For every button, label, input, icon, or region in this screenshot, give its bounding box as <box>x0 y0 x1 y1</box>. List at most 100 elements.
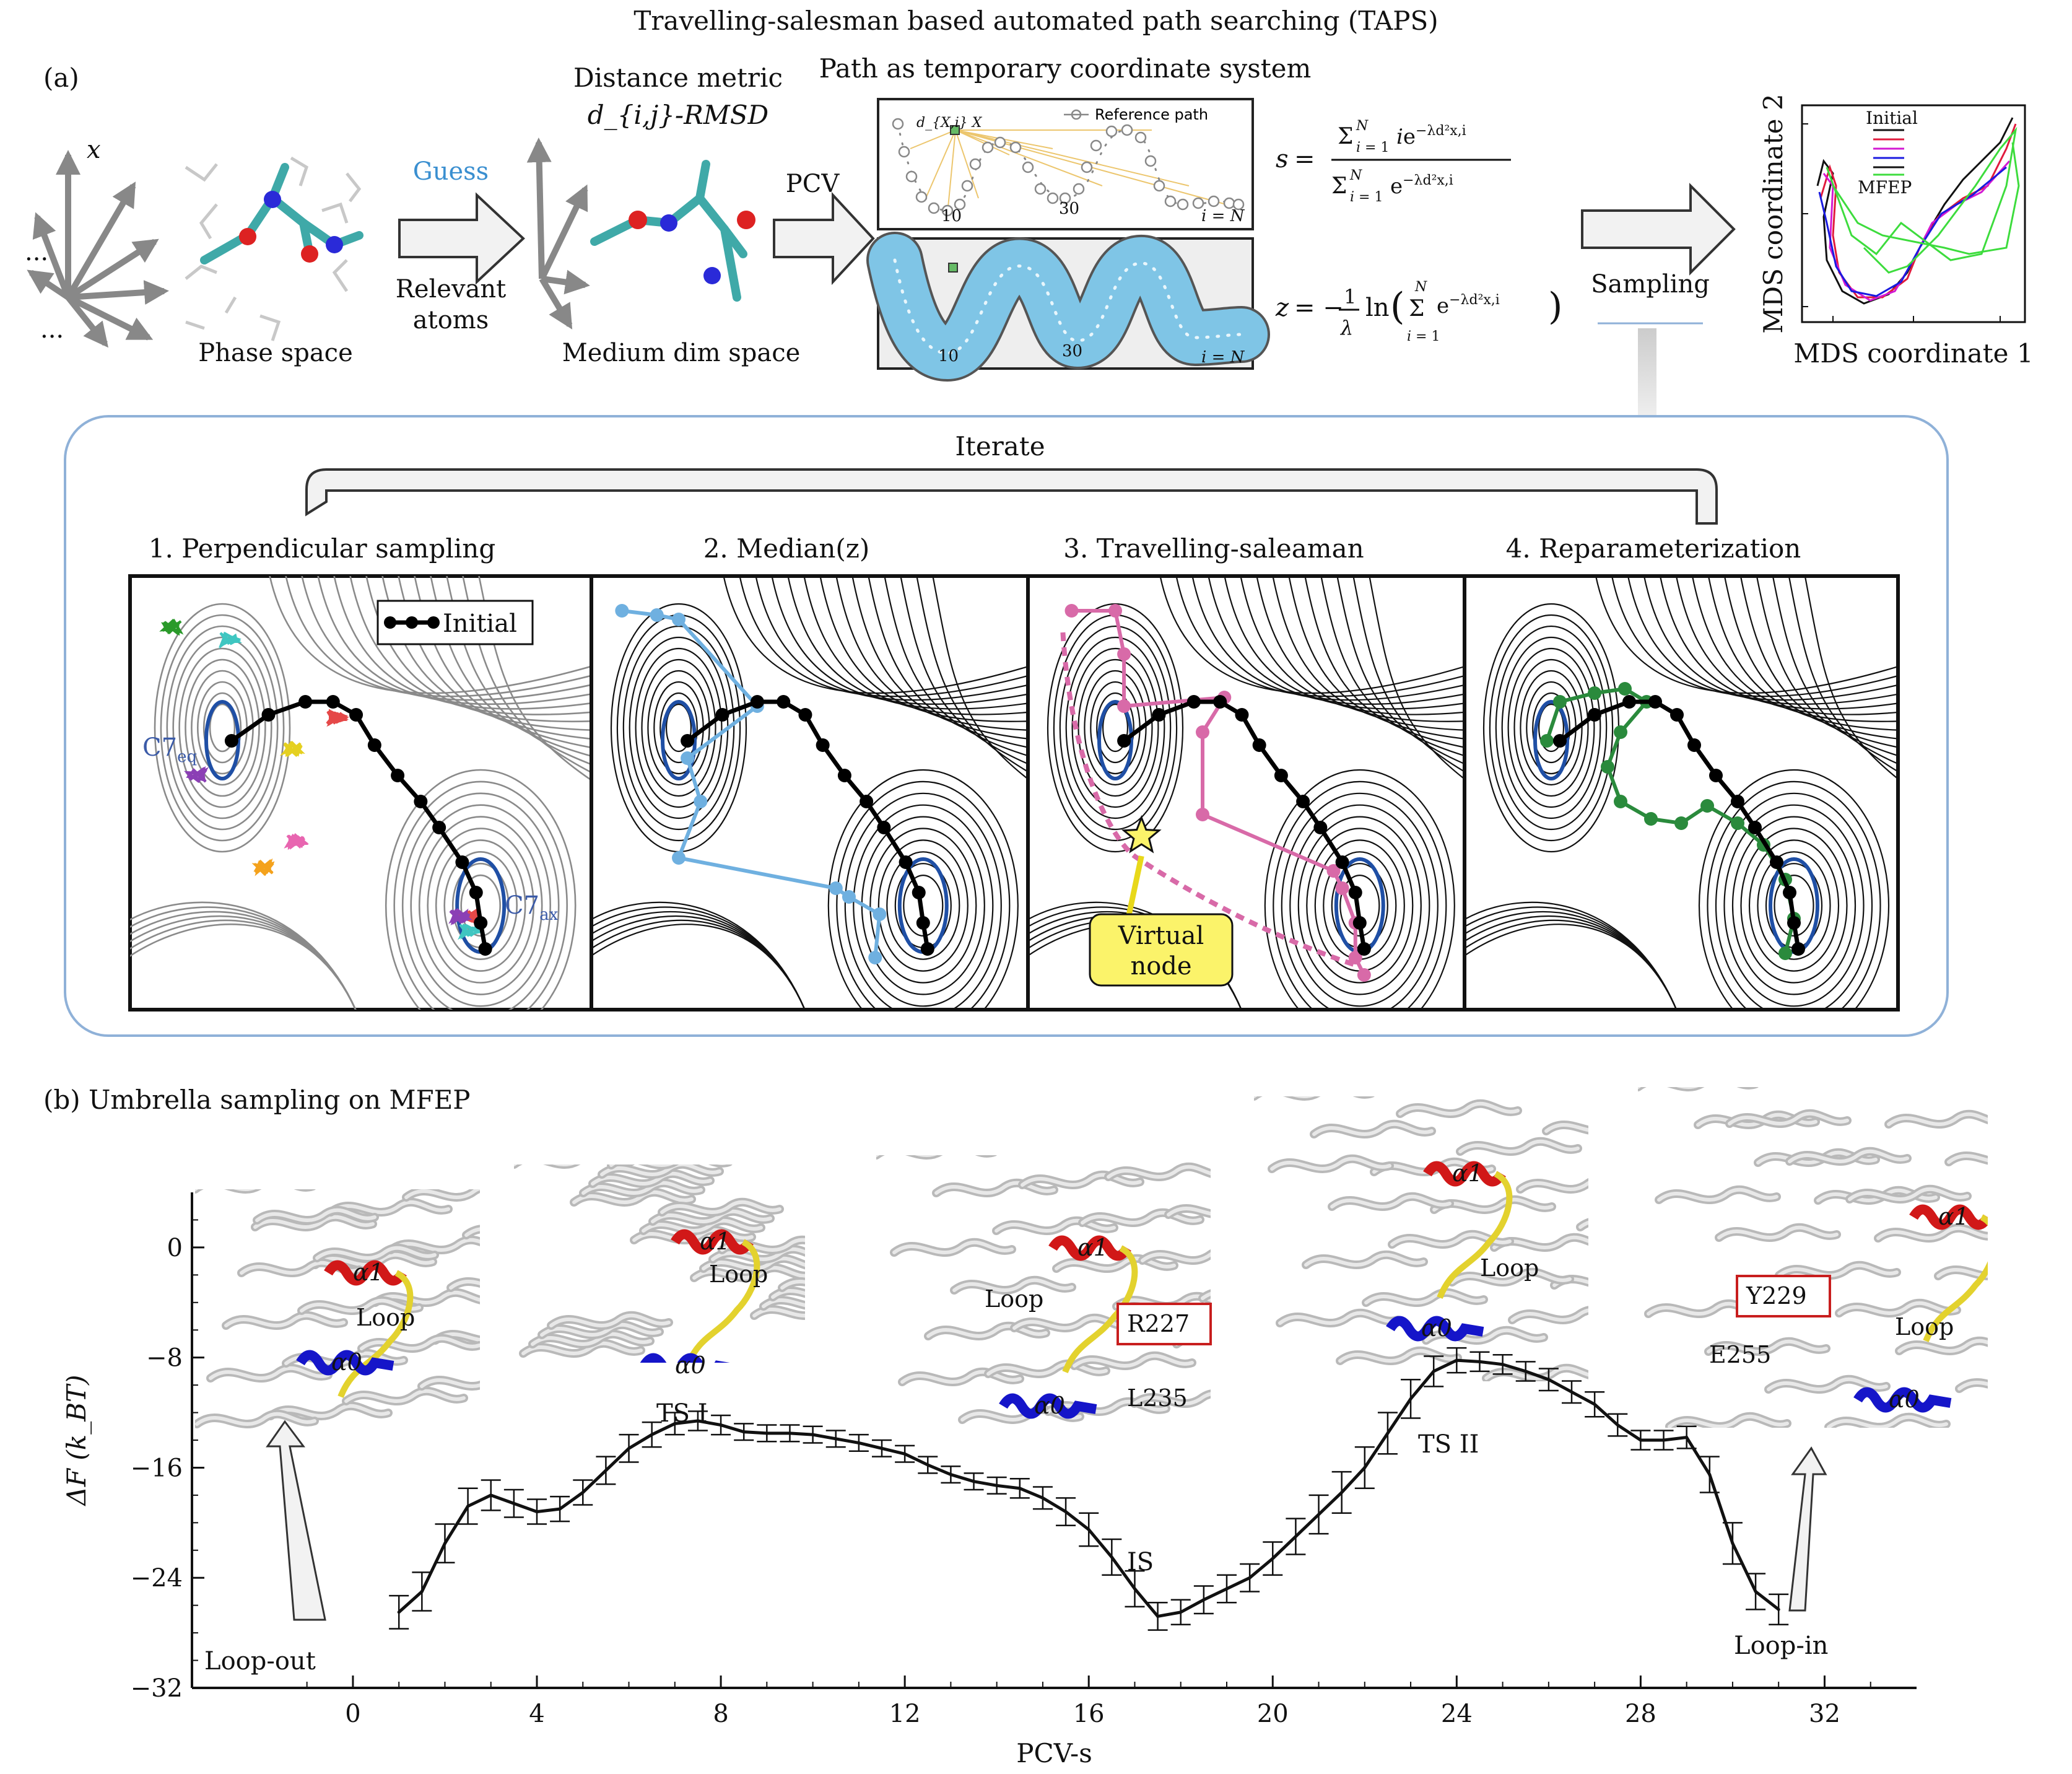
data-point <box>765 1431 768 1435</box>
x-tick-label: 28 <box>1625 1700 1656 1728</box>
part-a-label: (a) <box>43 63 79 93</box>
data-point <box>1616 1423 1619 1427</box>
path-title: Path as temporary coordinate system <box>819 53 1312 84</box>
data-point <box>1248 1576 1251 1580</box>
data-point <box>1133 1587 1136 1591</box>
data-point <box>1593 1402 1596 1406</box>
iteration-panel-4 <box>1463 574 1900 1012</box>
free-energy-chart: 0 4 8 12 16 20 24 28 32 0 −8 −16 −24 −32 PCV-s ΔF (k_BT… <box>61 1192 1917 1768</box>
data-point <box>1179 1610 1183 1614</box>
svg-text:Σ: Σ <box>1331 173 1347 199</box>
dx-label: d_{X,i} X <box>916 115 983 131</box>
node-10-top: 10 <box>941 207 962 225</box>
sampling-label: Sampling <box>1591 270 1710 299</box>
data-point <box>1708 1473 1712 1477</box>
svg-text:λ: λ <box>1339 316 1353 339</box>
iterate-arrow <box>305 468 1718 525</box>
inset-loop-label: Loop <box>709 1261 768 1288</box>
reference-path-legend: Reference path <box>1095 106 1208 123</box>
dots-lower: ... <box>40 315 64 344</box>
data-point <box>1225 1587 1229 1591</box>
data-point <box>880 1446 884 1450</box>
svg-text:= −: = − <box>1294 294 1344 322</box>
x-tick-label: 0 <box>345 1700 360 1728</box>
data-point <box>719 1423 723 1427</box>
step-2-title: 2. Median(z) <box>703 533 870 564</box>
pcv-label: PCV <box>786 170 840 198</box>
svg-text:s: s <box>1276 145 1289 173</box>
annotation-loop-in: Loop-in <box>1734 1632 1828 1660</box>
relevant-atoms-1: Relevant <box>396 275 507 304</box>
svg-text:(: ( <box>1390 285 1404 328</box>
axis-x-label: x <box>87 136 101 164</box>
x-tick-label: 24 <box>1441 1700 1473 1728</box>
inset-loop-label: Loop <box>1480 1254 1539 1282</box>
data-point <box>1639 1438 1642 1442</box>
step-3-title: 3. Travelling-saleaman <box>1063 533 1364 564</box>
svg-text:N: N <box>1414 279 1427 295</box>
distance-metric-2: d_{i,j}-RMSD <box>588 100 768 130</box>
data-point <box>489 1493 493 1497</box>
node-n-bottom: i = N <box>1201 348 1245 367</box>
data-point <box>466 1505 470 1508</box>
annotation-ts1: TS I <box>656 1399 708 1428</box>
phase-space-label: Phase space <box>198 339 353 367</box>
medium-dim-molecule <box>590 160 755 302</box>
data-point <box>834 1437 838 1441</box>
inset-alpha1-label: α1 <box>1077 1234 1108 1261</box>
x-tick-label: 8 <box>713 1700 728 1728</box>
data-point <box>1455 1358 1458 1362</box>
svg-text:=: = <box>1294 145 1315 173</box>
data-point <box>857 1441 861 1444</box>
x-tick-label: 16 <box>1073 1700 1105 1728</box>
data-point <box>926 1463 929 1467</box>
virtual-node-label-1: Virtual <box>1118 922 1204 950</box>
mds-x-label: MDS coordinate 1 <box>1793 338 2033 369</box>
virtual-node-label-2: node <box>1130 952 1191 981</box>
y-tick-label: −8 <box>146 1344 183 1373</box>
phase-space-molecule <box>185 156 363 341</box>
data-point <box>1501 1363 1505 1366</box>
inset-alpha1-label: α1 <box>1938 1203 1969 1230</box>
node-30-bottom: 30 <box>1062 342 1082 360</box>
data-point <box>1662 1438 1666 1442</box>
mds-plot: Initial MFEP <box>1801 104 2026 323</box>
data-point <box>1524 1370 1528 1373</box>
inset-loop-label: Loop <box>985 1285 1043 1313</box>
data-point <box>650 1433 654 1436</box>
inset-alpha1-label: α1 <box>1452 1160 1483 1187</box>
svg-text:): ) <box>1548 285 1562 328</box>
protein-inset-3: α1 Loop α0 R227 L235 <box>876 1155 1212 1424</box>
data-point <box>1386 1431 1390 1435</box>
x-tick-label: 4 <box>529 1700 544 1728</box>
iterate-frame <box>64 415 1949 1037</box>
data-point <box>1041 1496 1045 1500</box>
data-point <box>558 1507 562 1511</box>
step-4-title: 4. Reparameterization <box>1506 533 1801 564</box>
data-point <box>604 1469 607 1472</box>
protein-insets: α1 Loop α0 α1 Loop α0 α1 Loop α0 R227 L235 α1 Loop α0… <box>195 1087 1988 1428</box>
svg-text:1: 1 <box>1344 285 1356 308</box>
svg-text:N: N <box>1349 168 1362 183</box>
y-tick-label: −32 <box>131 1674 183 1703</box>
arrow-guess <box>398 192 525 285</box>
data-point <box>627 1446 631 1450</box>
annotation-ts2: TS II <box>1418 1430 1479 1459</box>
sampling-connector <box>1638 328 1656 415</box>
reference-path-box: Reference path d_{X,i} X 10 30 i = N <box>877 98 1254 230</box>
svg-text:e−λd²x,i: e−λd²x,i <box>1437 292 1500 318</box>
data-point <box>535 1510 539 1514</box>
data-point <box>1777 1607 1780 1611</box>
data-point <box>1409 1397 1413 1400</box>
equation-s: s = Σ N i = 1 ie−λd²x,i Σ N i = 1 e−λd²x… <box>1276 118 1511 205</box>
inset-alpha0-label: α0 <box>1034 1392 1065 1419</box>
data-point <box>1685 1436 1689 1440</box>
main-title: Travelling-salesman based automated path… <box>633 6 1438 36</box>
mds-y-label: MDS coordinate 2 <box>1758 94 1788 333</box>
svg-text:ln: ln <box>1365 294 1390 322</box>
data-point <box>1478 1360 1481 1363</box>
inset-alpha0-label: α0 <box>1421 1314 1452 1342</box>
inset-alpha0-label: α0 <box>331 1348 362 1376</box>
